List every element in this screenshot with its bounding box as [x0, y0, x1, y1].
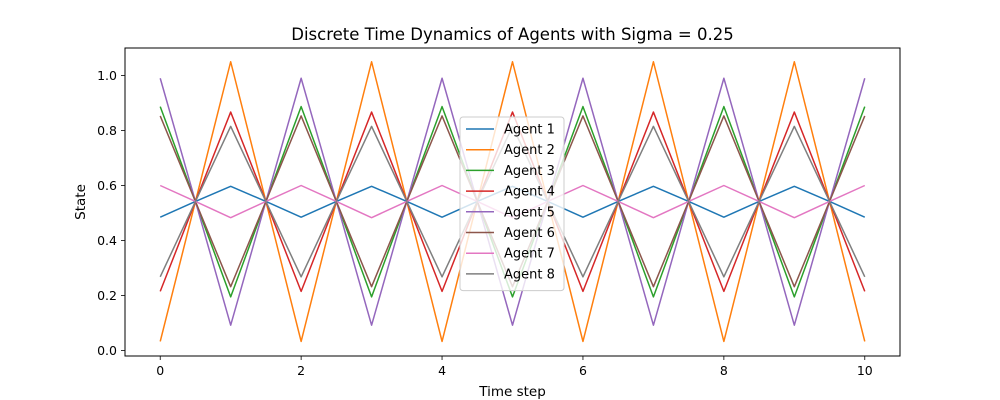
x-tick-label: 0: [156, 363, 164, 378]
y-axis: 0.0 0.2 0.4 0.6 0.8 1.0: [97, 68, 125, 358]
legend-label: Agent 2: [504, 143, 555, 158]
legend-label: Agent 3: [504, 164, 555, 179]
x-tick-label: 8: [720, 363, 728, 378]
chart-title: Discrete Time Dynamics of Agents with Si…: [291, 25, 733, 44]
series-line-agent-2: [159, 61, 866, 343]
legend-label: Agent 6: [504, 226, 555, 241]
series-line-agent-5: [159, 77, 866, 326]
x-tick-label: 6: [579, 363, 587, 378]
x-tick-label: 2: [297, 363, 305, 378]
y-tick-label: 0.4: [97, 233, 117, 248]
y-tick-label: 0.0: [97, 343, 117, 358]
legend-label: Agent 5: [504, 205, 555, 220]
plot-frame: [124, 47, 901, 357]
legend-box: [459, 116, 565, 292]
x-tick-label: 10: [857, 363, 873, 378]
legend-label: Agent 1: [504, 123, 555, 138]
legend: Agent 1 Agent 2 Agent 3 Agent 4 Agent 5 Agent…: [459, 116, 565, 292]
legend-label: Agent 4: [504, 185, 555, 200]
x-axis: 0 2 4 6 8 10: [156, 356, 873, 378]
x-axis-label: Time step: [478, 384, 546, 400]
legend-label: Agent 8: [504, 267, 555, 282]
y-tick-label: 0.8: [97, 123, 117, 138]
legend-label: Agent 7: [504, 247, 555, 262]
series-line-agent-4: [159, 111, 866, 293]
y-axis-label: State: [73, 184, 89, 220]
y-tick-label: 0.2: [97, 288, 117, 303]
y-tick-label: 1.0: [97, 68, 117, 83]
x-tick-label: 4: [438, 363, 446, 378]
series-line-agent-3: [159, 105, 866, 298]
y-tick-label: 0.6: [97, 178, 117, 193]
